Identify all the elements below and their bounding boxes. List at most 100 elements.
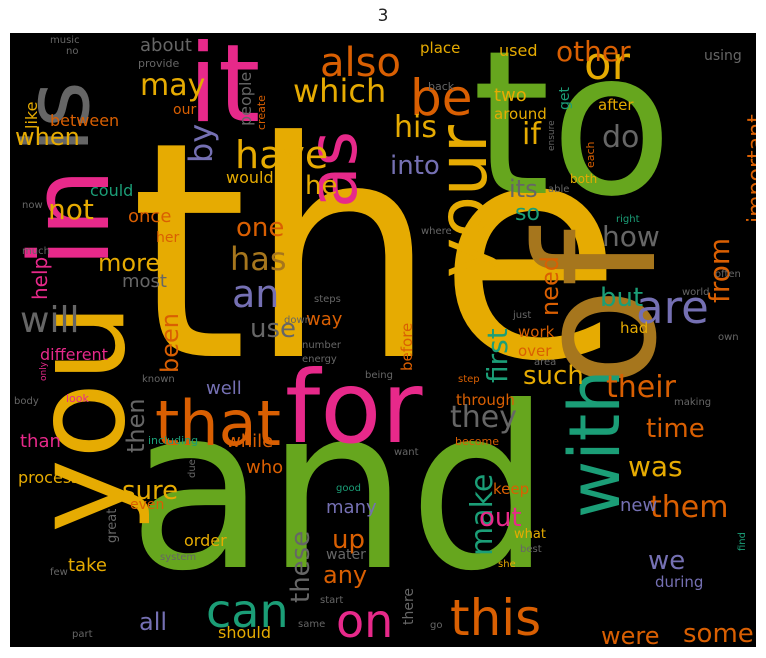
word-step: step [458,374,480,385]
word-music: music [50,35,80,46]
word-process: process [18,468,80,487]
word-through: through [456,391,515,409]
word-back: back [428,80,455,93]
word-place: place [420,39,461,57]
word-into: into [390,151,440,181]
word-would: would [226,168,274,187]
word-she: she [498,559,516,570]
word-not: not [48,193,94,226]
word-want: want [394,447,419,458]
word-was: was [628,450,683,483]
word-even: even [130,497,165,513]
word-own: own [718,332,739,343]
word-sure: sure [122,476,179,506]
word-best: best [520,544,542,555]
word-find: find [737,532,748,551]
word-than: than [20,431,61,452]
word-become: become [455,435,500,448]
word-been: been [156,313,184,373]
word-first: first [481,328,514,383]
word-number: number [302,340,342,351]
word-when: when [15,123,80,151]
word-look: look [66,392,89,405]
word-known: known [142,374,175,385]
word-his: his [394,110,437,145]
word-many: many [326,497,377,518]
word-order: order [184,531,227,550]
word-who: who [246,457,284,478]
word-more: more [98,249,161,277]
word-time: time [646,414,705,444]
word-down: down [284,315,311,326]
word-may: may [140,68,206,103]
word-just: just [513,310,532,321]
word-while: while [226,431,274,452]
word-well: well [206,378,242,399]
word-right: right [616,214,640,225]
word-often: often [715,269,741,280]
word-between: between [50,111,120,130]
word-all: all [139,608,168,636]
word-around: around [494,105,547,123]
word-using: using [704,48,742,64]
word-the: the [130,78,623,427]
word-some: some [683,619,754,647]
word-one: one [236,213,285,243]
word-they: they [450,400,517,435]
word-its: its [509,175,538,203]
word-body: body [14,396,39,407]
word-get: get [557,87,573,110]
word-and: and [128,359,552,621]
figure-title: 3 [377,6,389,26]
word-cloud: the and to of you in it is for that your as with or be… [10,33,756,647]
word-he: he [305,171,338,201]
word-had: had [620,319,649,337]
word-any: any [323,561,368,589]
word-two: two [494,85,527,106]
word-people: people [236,71,255,126]
word-same: same [298,619,326,630]
word-but: but [600,283,644,313]
word-both: both [570,172,598,186]
word-do: do [602,120,640,155]
word-where: where [421,226,452,237]
word-over: over [518,342,552,360]
word-keep: keep [493,480,530,498]
word-which: which [293,72,387,110]
word-be: be [410,69,473,127]
word-that: that [155,387,281,460]
word-these: these [286,530,316,603]
word-an: an [232,272,280,316]
word-also: also [320,40,401,86]
word-work: work [518,323,555,341]
word-how: how [602,220,660,253]
word-ensure: ensure [547,120,557,151]
word-up: up [332,525,365,555]
word-system: system [160,552,197,563]
word-can: can [206,584,289,638]
word-way: way [306,309,343,330]
word-then: then [122,398,150,453]
word-go: go [430,620,443,631]
word-world: world [682,287,710,298]
word-great: great [105,508,120,543]
word-were: were [601,622,660,647]
word-steps: steps [314,294,341,305]
word-her: her [156,230,180,246]
word-good: good [336,483,361,494]
word-there: there [401,587,417,625]
word-this: this [450,589,542,647]
word-will: will [20,300,80,341]
word-out: out [479,503,522,533]
word-or: or [584,37,631,90]
word-no: no [66,46,79,57]
word-them: them [650,490,729,525]
word-area: area [534,357,557,368]
word-start: start [320,595,344,606]
word-new: new [620,495,658,516]
word-what: what [514,527,546,542]
word-for: for [285,349,423,466]
word-used: used [499,41,538,60]
word-help: help [28,256,52,300]
word-so: so [515,201,540,226]
